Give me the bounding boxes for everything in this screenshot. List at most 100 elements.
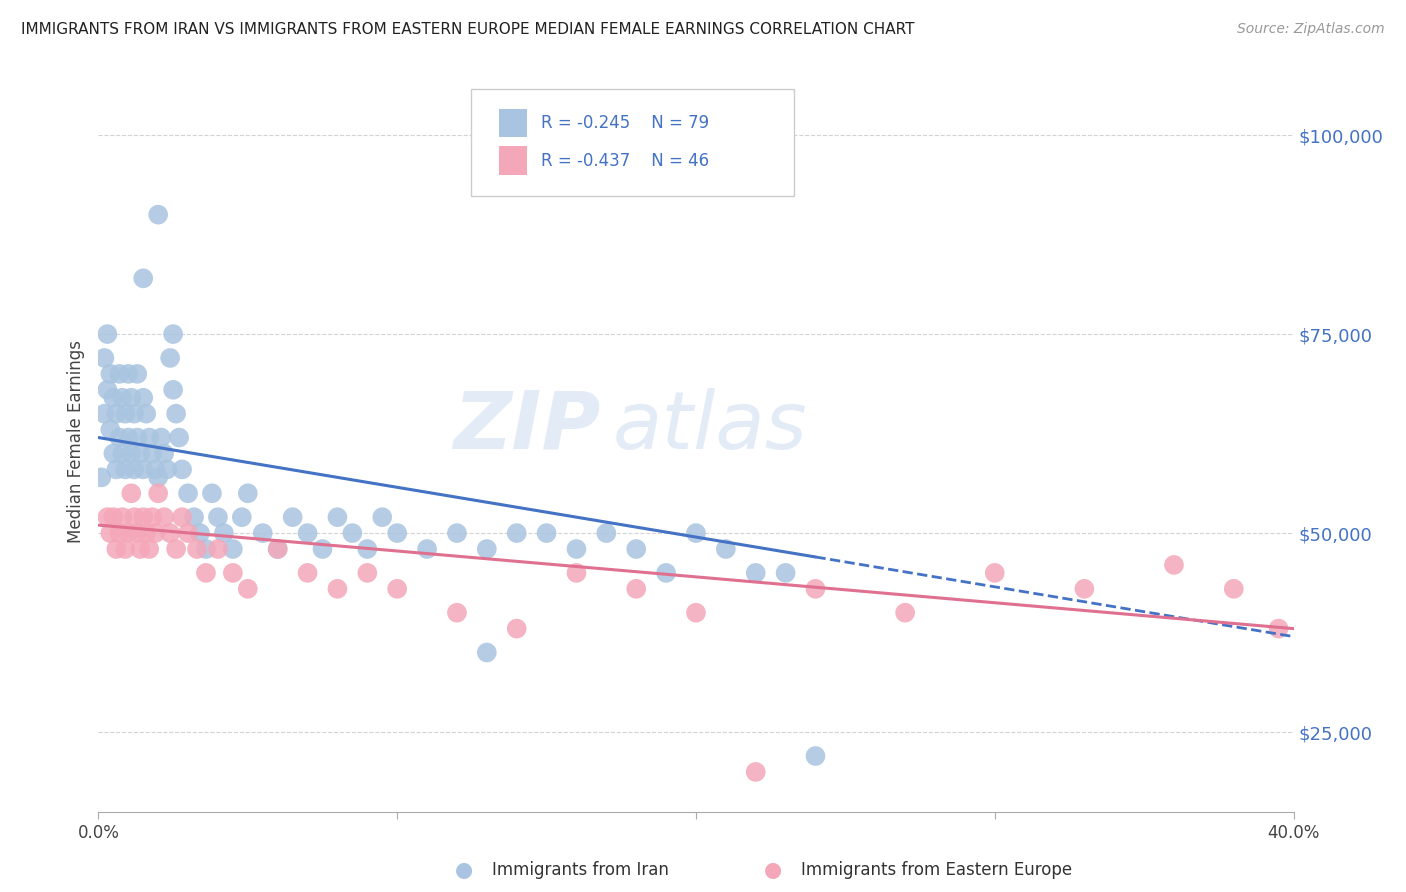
Point <box>595 526 617 541</box>
Point <box>167 431 190 445</box>
Y-axis label: Median Female Earnings: Median Female Earnings <box>66 340 84 543</box>
Point <box>745 764 768 779</box>
Point <box>416 541 439 556</box>
Point <box>162 327 184 342</box>
Point <box>153 446 176 460</box>
Point <box>297 526 319 541</box>
Point <box>114 462 136 476</box>
Point <box>93 407 115 421</box>
Point <box>177 526 200 541</box>
Point <box>150 431 173 445</box>
Point <box>222 541 245 556</box>
Point <box>297 566 319 580</box>
Point <box>207 541 229 556</box>
Point <box>165 541 187 556</box>
Point <box>326 582 349 596</box>
Point <box>132 391 155 405</box>
Text: Immigrants from Iran: Immigrants from Iran <box>492 861 669 879</box>
Point <box>231 510 253 524</box>
Point <box>153 510 176 524</box>
Point <box>143 462 166 476</box>
Point <box>804 749 827 764</box>
Point <box>98 367 122 381</box>
Point <box>186 541 208 556</box>
Point <box>356 566 378 580</box>
Point <box>162 383 184 397</box>
Point <box>124 510 146 524</box>
Point <box>252 526 274 541</box>
Point <box>371 510 394 524</box>
Point <box>183 510 205 524</box>
Point <box>446 526 468 541</box>
Point <box>714 541 737 556</box>
Point <box>281 510 304 524</box>
Point <box>626 541 648 556</box>
Point <box>148 470 170 484</box>
Point <box>267 541 290 556</box>
Point <box>655 566 678 580</box>
Point <box>114 407 136 421</box>
Point <box>207 510 229 524</box>
Point <box>385 582 409 596</box>
Point <box>475 541 498 556</box>
Point <box>141 510 163 524</box>
Point <box>222 566 245 580</box>
Point <box>98 526 122 541</box>
Text: IMMIGRANTS FROM IRAN VS IMMIGRANTS FROM EASTERN EUROPE MEDIAN FEMALE EARNINGS CO: IMMIGRANTS FROM IRAN VS IMMIGRANTS FROM … <box>21 22 914 37</box>
Point <box>148 486 170 500</box>
Point <box>135 526 157 541</box>
Point <box>685 606 707 620</box>
Point <box>172 510 194 524</box>
Point <box>127 367 149 381</box>
Point <box>103 391 125 405</box>
Point <box>120 391 142 405</box>
Point <box>124 407 146 421</box>
Point <box>127 431 149 445</box>
Point <box>236 486 259 500</box>
Point <box>103 510 125 524</box>
Point <box>105 462 128 476</box>
Point <box>129 541 152 556</box>
Text: Immigrants from Eastern Europe: Immigrants from Eastern Europe <box>801 861 1073 879</box>
Point <box>132 510 155 524</box>
Point <box>135 407 157 421</box>
Point <box>108 526 131 541</box>
Point <box>141 446 163 460</box>
Point <box>156 462 179 476</box>
Point <box>111 391 134 405</box>
Point <box>105 407 128 421</box>
Point <box>326 510 349 524</box>
Point <box>1163 558 1185 572</box>
Point <box>117 367 139 381</box>
Point <box>475 646 498 660</box>
Point <box>195 541 218 556</box>
Point <box>90 470 112 484</box>
Point <box>165 407 187 421</box>
Point <box>311 541 333 556</box>
Text: R = -0.437    N = 46: R = -0.437 N = 46 <box>541 152 710 169</box>
Point <box>148 208 170 222</box>
Point <box>565 541 588 556</box>
Point <box>124 462 146 476</box>
Point <box>804 582 827 596</box>
Point <box>159 351 181 365</box>
Point <box>177 486 200 500</box>
Point <box>120 446 142 460</box>
Point <box>127 526 149 541</box>
Point <box>143 526 166 541</box>
Text: ●: ● <box>456 860 472 880</box>
Point <box>565 566 588 580</box>
Point <box>195 566 218 580</box>
Point <box>894 606 917 620</box>
Text: ZIP: ZIP <box>453 388 600 466</box>
Point <box>132 462 155 476</box>
Point <box>236 582 259 596</box>
Point <box>775 566 797 580</box>
Point <box>117 431 139 445</box>
Text: R = -0.245    N = 79: R = -0.245 N = 79 <box>541 114 710 132</box>
Point <box>98 423 122 437</box>
Point <box>132 271 155 285</box>
Point <box>96 510 118 524</box>
Point <box>111 446 134 460</box>
Point <box>96 327 118 342</box>
